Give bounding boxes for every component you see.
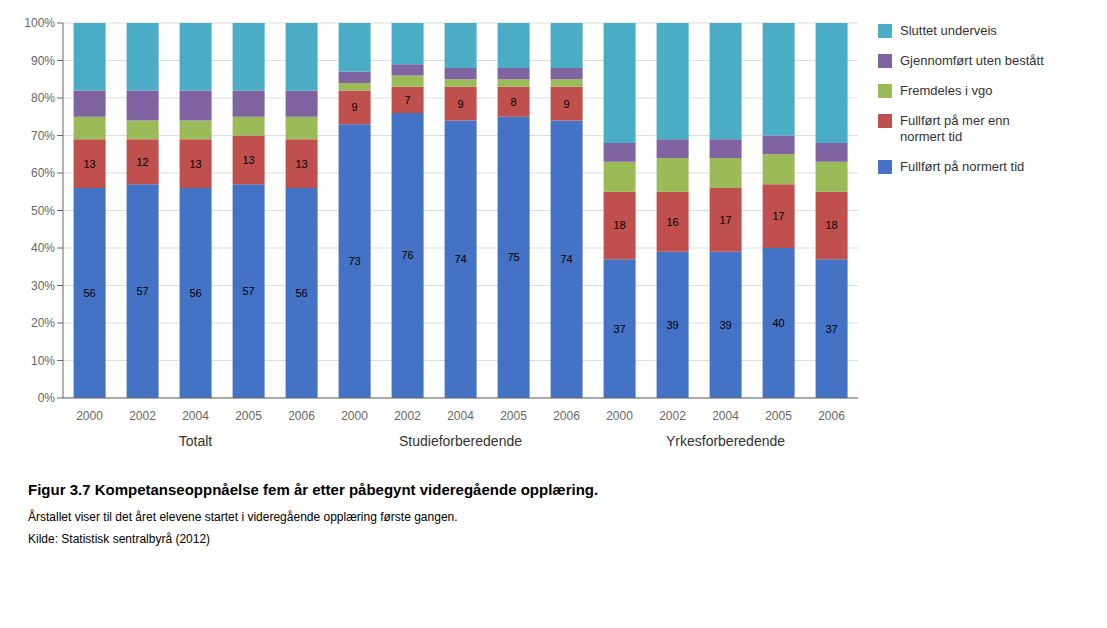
svg-text:2006: 2006 xyxy=(288,409,315,423)
svg-text:9: 9 xyxy=(458,98,464,110)
svg-text:57: 57 xyxy=(136,285,148,297)
svg-text:2002: 2002 xyxy=(659,409,686,423)
svg-text:74: 74 xyxy=(560,253,572,265)
html-text:Fullført på normert tid: Fullført på normert tid xyxy=(900,159,1025,174)
svg-text:13: 13 xyxy=(242,154,254,166)
svg-text:2004: 2004 xyxy=(712,409,739,423)
svg-text:9: 9 xyxy=(352,101,358,113)
svg-text:10%: 10% xyxy=(31,354,55,368)
svg-text:Studieforberedende: Studieforberedende xyxy=(399,433,522,449)
svg-text:18: 18 xyxy=(613,219,625,231)
svg-text:2004: 2004 xyxy=(447,409,474,423)
html-text:Kilde: Statistisk sentralbyrå: Kilde: Statistisk sentralbyrå (2012) xyxy=(28,532,211,546)
svg-text:73: 73 xyxy=(348,255,360,267)
svg-text:2000: 2000 xyxy=(76,409,103,423)
svg-text:2006: 2006 xyxy=(818,409,845,423)
svg-text:2000: 2000 xyxy=(341,409,368,423)
svg-text:8: 8 xyxy=(511,96,517,108)
svg-text:2004: 2004 xyxy=(182,409,209,423)
svg-text:2002: 2002 xyxy=(129,409,156,423)
svg-text:37: 37 xyxy=(613,323,625,335)
svg-text:75: 75 xyxy=(507,251,519,263)
svg-text:13: 13 xyxy=(295,158,307,170)
svg-text:13: 13 xyxy=(83,158,95,170)
svg-text:74: 74 xyxy=(454,253,466,265)
svg-text:100%: 100% xyxy=(24,16,55,30)
svg-text:2005: 2005 xyxy=(765,409,792,423)
html-text:Fremdeles i vgo: Fremdeles i vgo xyxy=(900,83,993,98)
svg-text:70%: 70% xyxy=(31,129,55,143)
svg-text:50%: 50% xyxy=(31,204,55,218)
svg-text:Totalt: Totalt xyxy=(179,433,213,449)
svg-text:Yrkesforberedende: Yrkesforberedende xyxy=(666,433,785,449)
svg-text:20%: 20% xyxy=(31,316,55,330)
svg-text:56: 56 xyxy=(295,287,307,299)
svg-text:76: 76 xyxy=(401,249,413,261)
html-text:Fullført på mer enn: Fullført på mer enn xyxy=(900,113,1010,128)
svg-text:17: 17 xyxy=(719,214,731,226)
html-text:Figur 3.7 Kompetanseoppnåelse: Figur 3.7 Kompetanseoppnåelse fem år ett… xyxy=(28,481,599,498)
svg-text:16: 16 xyxy=(666,216,678,228)
svg-text:90%: 90% xyxy=(31,54,55,68)
svg-text:2005: 2005 xyxy=(235,409,262,423)
svg-text:0%: 0% xyxy=(38,391,56,405)
svg-text:9: 9 xyxy=(564,98,570,110)
svg-text:39: 39 xyxy=(666,319,678,331)
svg-text:13: 13 xyxy=(189,158,201,170)
svg-text:12: 12 xyxy=(136,156,148,168)
svg-text:2005: 2005 xyxy=(500,409,527,423)
html-text:Sluttet underveis: Sluttet underveis xyxy=(900,23,997,38)
svg-text:37: 37 xyxy=(825,323,837,335)
svg-text:60%: 60% xyxy=(31,166,55,180)
svg-text:40: 40 xyxy=(772,317,784,329)
svg-text:7: 7 xyxy=(405,94,411,106)
svg-text:17: 17 xyxy=(772,210,784,222)
svg-text:80%: 80% xyxy=(31,91,55,105)
svg-text:56: 56 xyxy=(83,287,95,299)
svg-text:2006: 2006 xyxy=(553,409,580,423)
html-text:Årstallet viser til det året e: Årstallet viser til det året elevene sta… xyxy=(28,510,458,524)
svg-text:2002: 2002 xyxy=(394,409,421,423)
html-text:normert tid: normert tid xyxy=(900,129,963,144)
svg-text:56: 56 xyxy=(189,287,201,299)
svg-text:57: 57 xyxy=(242,285,254,297)
html-text:Gjennomført uten bestått: Gjennomført uten bestått xyxy=(900,53,1044,68)
svg-text:40%: 40% xyxy=(31,241,55,255)
svg-text:18: 18 xyxy=(825,219,837,231)
svg-text:39: 39 xyxy=(719,319,731,331)
svg-text:30%: 30% xyxy=(31,279,55,293)
svg-text:2000: 2000 xyxy=(606,409,633,423)
